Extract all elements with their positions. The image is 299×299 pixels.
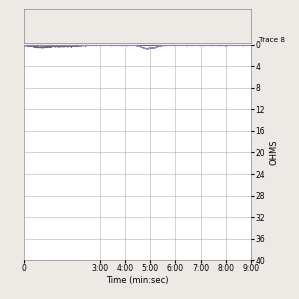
- Y-axis label: OHMS: OHMS: [269, 140, 278, 165]
- X-axis label: Time (min:sec): Time (min:sec): [106, 276, 169, 285]
- Legend: Trace 3, Trace 4, Trace 5, Trace 6, Trace 7, Trace 8: Trace 3, Trace 4, Trace 5, Trace 6, Trac…: [24, 37, 285, 43]
